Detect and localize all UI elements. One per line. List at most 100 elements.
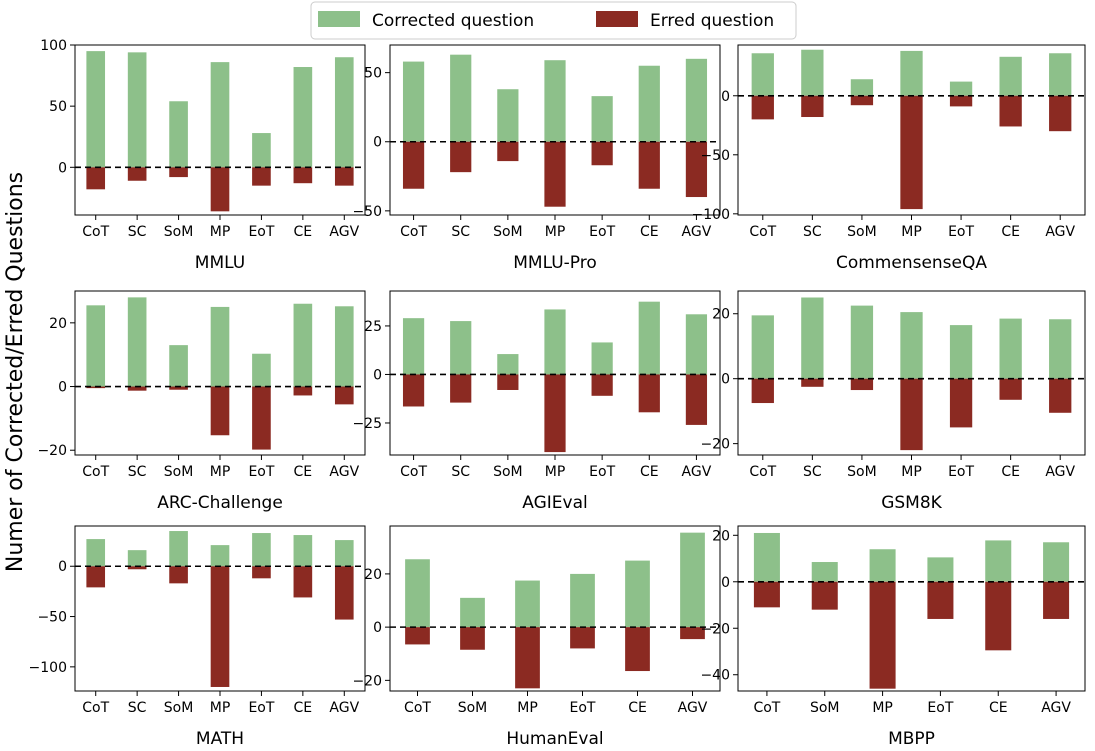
x-tick-label: AGV <box>682 224 712 240</box>
bar-corrected-mmlu-eot <box>252 133 271 168</box>
bar-corrected-commensenseqa-cot <box>751 53 774 96</box>
bar-erred-arc-challenge-mp <box>210 386 230 436</box>
bar-erred-mmlu-sc <box>127 167 147 181</box>
x-tick-label: EoT <box>589 224 615 240</box>
x-tick-label: SC <box>451 464 470 480</box>
bar-corrected-gsm8k-agv <box>1049 319 1072 379</box>
x-tick-label: SoM <box>458 700 488 716</box>
x-tick-label: SoM <box>164 224 194 240</box>
panel-commensenseqa: CoT SC SoM MP EoT CE AGV −100 −50 0 CommensenseQA <box>692 44 1086 273</box>
bar-erred-mmlu-cot <box>86 167 106 190</box>
x-tick-label: CoT <box>749 224 776 240</box>
bar-corrected-mmlu-ce <box>293 67 313 168</box>
y-tick-label: 0 <box>373 135 382 151</box>
x-tick-label: AGV <box>1041 700 1071 716</box>
bar-corrected-mbpp-cot <box>753 532 780 582</box>
plot-frame <box>737 525 1086 692</box>
x-tick-label: CoT <box>82 224 109 240</box>
plot-frame <box>74 525 366 692</box>
panel-title: MMLU <box>195 253 245 273</box>
y-tick-label: 20 <box>49 316 67 332</box>
bar-erred-gsm8k-ce <box>999 378 1022 400</box>
bar-erred-mbpp-ce <box>985 581 1012 651</box>
legend-swatch-erred <box>596 11 638 27</box>
x-tick-label: MP <box>872 700 893 716</box>
bar-corrected-gsm8k-ce <box>999 318 1022 379</box>
panel-math: CoT SC SoM MP EoT CE AGV −100 −50 0 MATH <box>29 525 366 749</box>
bar-corrected-mmlu-agv <box>334 57 354 168</box>
x-tick-label: AGV <box>329 700 359 716</box>
bar-corrected-agieval-eot <box>591 342 613 375</box>
bar-erred-mbpp-som <box>811 581 838 610</box>
panel-title: GSM8K <box>881 493 942 513</box>
bar-corrected-humaneval-agv <box>680 532 705 628</box>
x-tick-label: SoM <box>847 224 877 240</box>
x-tick-label: CoT <box>400 224 427 240</box>
x-tick-label: CE <box>294 700 313 716</box>
bar-erred-commensenseqa-mp <box>900 95 923 210</box>
bar-erred-humaneval-cot <box>405 627 430 645</box>
bar-corrected-agieval-mp <box>544 309 566 375</box>
x-tick-label: SC <box>803 464 822 480</box>
bar-erred-gsm8k-cot <box>751 378 774 404</box>
legend-label-erred: Erred question <box>650 11 774 31</box>
y-tick-label: 0 <box>721 89 730 105</box>
y-tick-label: −20 <box>352 673 382 689</box>
bar-corrected-arc-challenge-ce <box>293 303 313 387</box>
bar-corrected-math-mp <box>210 545 230 567</box>
bar-erred-agieval-ce <box>638 374 660 413</box>
bar-erred-math-mp <box>210 566 230 687</box>
bar-corrected-humaneval-eot <box>570 573 595 628</box>
x-tick-label: MP <box>545 224 566 240</box>
panel-humaneval: CoT SoM MP EoT CE AGV −20 0 20 HumanEval <box>352 525 721 749</box>
x-tick-label: SoM <box>493 224 523 240</box>
plot-frame <box>389 44 721 216</box>
x-tick-label: SoM <box>493 464 523 480</box>
panel-title: MATH <box>196 729 244 749</box>
bar-erred-mmlu-pro-ce <box>638 141 660 189</box>
y-tick-label: −20 <box>700 437 730 453</box>
bar-erred-agieval-mp <box>544 374 566 453</box>
x-tick-label: MP <box>210 224 231 240</box>
y-tick-label: 50 <box>49 99 67 115</box>
bar-erred-mmlu-pro-eot <box>591 141 613 166</box>
bar-erred-math-agv <box>334 566 354 620</box>
bar-erred-mmlu-pro-agv <box>685 141 708 198</box>
x-tick-label: SC <box>451 224 470 240</box>
bar-erred-agieval-agv <box>685 374 708 425</box>
bar-corrected-mmlu-pro-som <box>497 89 519 142</box>
bar-corrected-mmlu-som <box>169 101 188 168</box>
x-tick-label: SC <box>803 224 822 240</box>
x-tick-label: EoT <box>948 464 974 480</box>
bar-erred-gsm8k-som <box>850 378 874 391</box>
bar-corrected-mmlu-pro-cot <box>402 61 425 142</box>
x-tick-label: AGV <box>1045 224 1075 240</box>
y-tick-label: 20 <box>364 567 382 583</box>
panel-mmlu-pro: CoT SC SoM MP EoT CE AGV −50 0 50 MMLU-Pro <box>352 44 721 273</box>
bar-erred-agieval-som <box>497 374 519 390</box>
bar-erred-gsm8k-agv <box>1049 378 1072 413</box>
y-tick-label: 0 <box>721 575 730 591</box>
bar-erred-math-som <box>169 566 188 584</box>
panel-title: MBPP <box>888 729 935 749</box>
bar-erred-agieval-cot <box>402 374 425 407</box>
y-tick-label: −20 <box>700 621 730 637</box>
bar-erred-math-eot <box>252 566 271 579</box>
bar-erred-mbpp-cot <box>753 581 780 608</box>
bar-erred-agieval-eot <box>591 374 613 396</box>
bar-erred-gsm8k-eot <box>949 378 973 428</box>
y-tick-label: 0 <box>373 620 382 636</box>
bar-erred-arc-challenge-eot <box>252 386 271 450</box>
bar-corrected-mmlu-mp <box>210 62 230 168</box>
x-tick-label: SoM <box>810 700 840 716</box>
bar-erred-gsm8k-sc <box>801 378 824 387</box>
panel-title: ARC-Challenge <box>157 493 283 513</box>
panel-title: CommensenseQA <box>836 253 987 273</box>
bar-corrected-math-som <box>169 531 188 567</box>
bar-erred-mmlu-pro-som <box>497 141 519 162</box>
x-tick-label: SoM <box>847 464 877 480</box>
y-tick-label: 0 <box>58 160 67 176</box>
plot-frame <box>737 290 1086 456</box>
y-tick-label: −50 <box>37 610 67 626</box>
